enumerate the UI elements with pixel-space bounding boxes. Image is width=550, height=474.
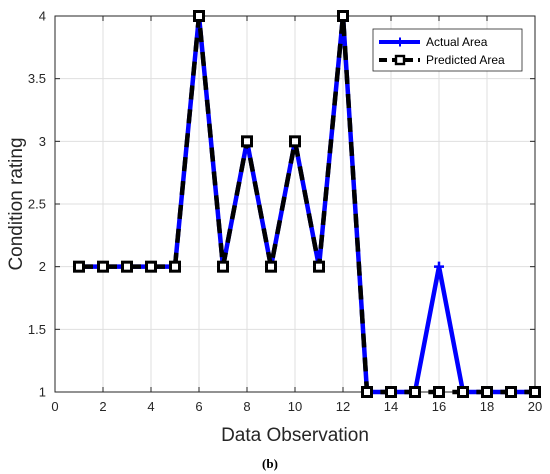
point-predicted xyxy=(409,386,421,398)
point-predicted xyxy=(241,135,253,148)
x-tick-label: 0 xyxy=(51,399,58,414)
x-tick-label: 18 xyxy=(480,399,494,414)
y-axis-ticks: 1 1.5 2 2.5 3 3.5 4 xyxy=(28,9,535,400)
y-tick-label: 2.5 xyxy=(28,197,46,212)
point-predicted xyxy=(457,386,469,398)
figure-caption: (b) xyxy=(262,456,278,471)
series-markers xyxy=(73,10,541,398)
point-predicted xyxy=(121,260,133,273)
x-tick-label: 20 xyxy=(528,399,542,414)
point-predicted xyxy=(313,260,325,273)
point-predicted xyxy=(361,386,373,398)
point-predicted xyxy=(289,135,301,148)
x-tick-label: 16 xyxy=(432,399,446,414)
legend-marker-predicted xyxy=(394,54,406,66)
y-tick-label: 3.5 xyxy=(28,71,46,86)
legend-marker-actual xyxy=(395,37,405,47)
point-predicted xyxy=(433,386,445,398)
x-tick-label: 14 xyxy=(384,399,398,414)
y-axis-title: Condition rating xyxy=(6,137,27,270)
point-predicted xyxy=(265,260,277,273)
x-tick-label: 12 xyxy=(336,399,350,414)
point-predicted xyxy=(193,10,205,22)
legend-label-predicted: Predicted Area xyxy=(426,53,505,67)
x-tick-label: 2 xyxy=(99,399,106,414)
point-predicted xyxy=(145,260,157,273)
legend: Actual Area Predicted Area xyxy=(372,28,523,72)
point-predicted xyxy=(529,386,541,398)
point-actual xyxy=(434,261,444,272)
y-tick-label: 4 xyxy=(39,9,46,24)
point-predicted xyxy=(217,260,229,273)
point-predicted xyxy=(97,260,109,273)
legend-label-actual: Actual Area xyxy=(426,35,488,49)
point-predicted xyxy=(481,386,493,398)
point-predicted xyxy=(337,10,349,22)
point-predicted xyxy=(385,386,397,398)
point-predicted xyxy=(169,260,181,273)
y-tick-label: 2 xyxy=(39,259,46,274)
y-tick-label: 1 xyxy=(39,385,46,400)
x-tick-label: 4 xyxy=(147,399,154,414)
y-tick-label: 3 xyxy=(39,134,46,149)
x-axis-title: Data Observation xyxy=(221,425,369,446)
x-tick-label: 8 xyxy=(243,399,250,414)
point-predicted xyxy=(73,260,85,273)
x-tick-label: 10 xyxy=(288,399,302,414)
x-tick-label: 6 xyxy=(195,399,202,414)
y-tick-label: 1.5 xyxy=(28,322,46,337)
point-predicted xyxy=(505,386,517,398)
